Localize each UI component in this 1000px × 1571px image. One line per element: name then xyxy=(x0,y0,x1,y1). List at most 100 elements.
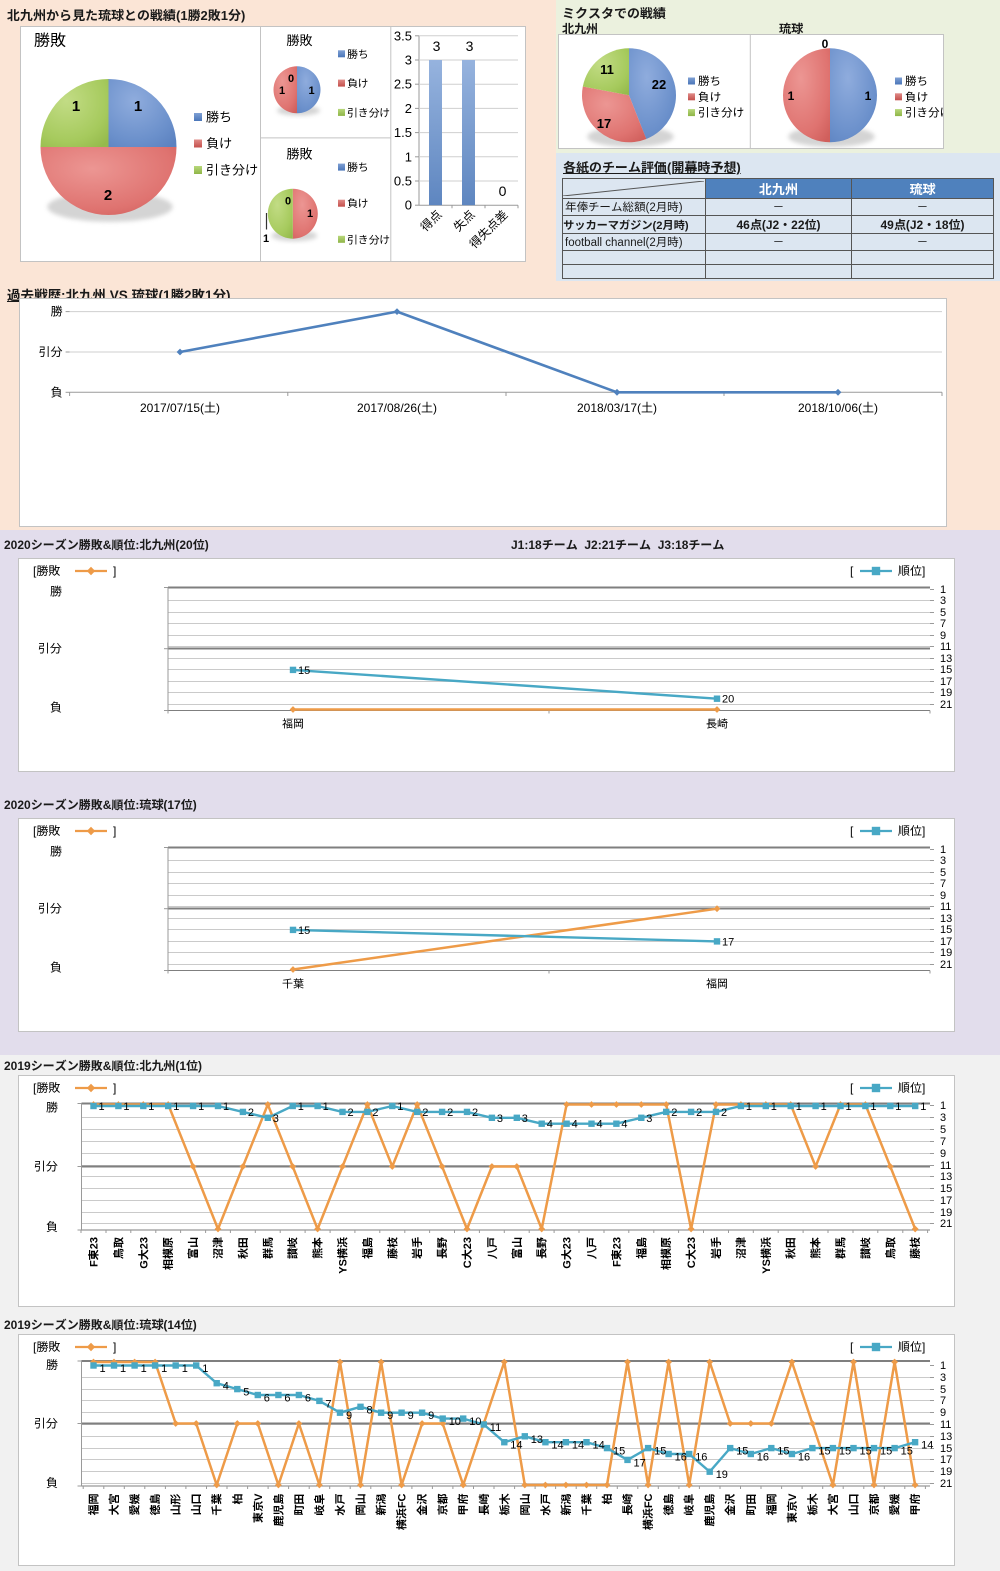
svg-text:1: 1 xyxy=(846,1101,852,1113)
svg-text:1: 1 xyxy=(173,1101,179,1113)
svg-text:勝敗: 勝敗 xyxy=(285,147,312,162)
svg-text:1: 1 xyxy=(746,1101,752,1113)
svg-text:栃木: 栃木 xyxy=(497,1493,511,1516)
svg-text:2: 2 xyxy=(104,187,112,204)
svg-text:G大23: G大23 xyxy=(562,1237,574,1269)
svg-text:6: 6 xyxy=(284,1393,290,1405)
svg-text:京都: 京都 xyxy=(868,1494,881,1516)
svg-text:鹿児島: 鹿児島 xyxy=(272,1494,285,1527)
svg-text:21: 21 xyxy=(940,1478,952,1490)
svg-text:1: 1 xyxy=(865,89,872,103)
svg-text:14: 14 xyxy=(551,1440,563,1452)
svg-text:新潟: 新潟 xyxy=(560,1494,573,1516)
svg-text:1: 1 xyxy=(307,208,313,220)
svg-text:長崎: 長崎 xyxy=(479,1494,491,1516)
svg-text:9: 9 xyxy=(940,630,946,642)
svg-text:C大23: C大23 xyxy=(686,1237,698,1268)
svg-text:順位]: 順位] xyxy=(898,1081,925,1095)
svg-text:0: 0 xyxy=(405,198,412,213)
svg-text:15: 15 xyxy=(901,1446,913,1458)
svg-text:1: 1 xyxy=(397,1101,403,1113)
svg-text:]: ] xyxy=(113,1081,116,1095)
svg-text:京都: 京都 xyxy=(437,1494,450,1516)
svg-text:17: 17 xyxy=(940,676,952,688)
svg-text:千葉: 千葉 xyxy=(581,1493,594,1516)
svg-text:16: 16 xyxy=(798,1452,810,1464)
svg-text:19: 19 xyxy=(940,687,952,699)
svg-text:2017/07/15(土): 2017/07/15(土) xyxy=(140,401,220,415)
svg-text:15: 15 xyxy=(880,1446,892,1458)
svg-text:2: 2 xyxy=(721,1107,727,1119)
svg-text:山口: 山口 xyxy=(191,1494,203,1516)
svg-text:負: 負 xyxy=(51,385,63,399)
svg-text:1: 1 xyxy=(120,1363,126,1375)
svg-text:15: 15 xyxy=(736,1446,748,1458)
svg-text:勝: 勝 xyxy=(46,1101,58,1115)
svg-text:G大23: G大23 xyxy=(138,1237,150,1269)
svg-text:2: 2 xyxy=(696,1107,702,1119)
svg-text:長野: 長野 xyxy=(436,1236,449,1259)
svg-text:2: 2 xyxy=(248,1107,254,1119)
svg-text:勝敗: 勝敗 xyxy=(34,32,66,50)
svg-text:7: 7 xyxy=(940,1395,946,1407)
svg-text:負け: 負け xyxy=(347,198,369,210)
svg-text:19: 19 xyxy=(940,1207,952,1219)
svg-text:引分: 引分 xyxy=(38,642,62,656)
svg-text:4: 4 xyxy=(223,1381,229,1393)
svg-text:水戸: 水戸 xyxy=(335,1494,347,1516)
svg-text:]: ] xyxy=(113,564,116,578)
svg-text:6: 6 xyxy=(305,1393,311,1405)
svg-text:[: [ xyxy=(850,1081,854,1095)
svg-text:5: 5 xyxy=(940,607,946,619)
svg-text:15: 15 xyxy=(940,664,952,676)
svg-text:鹿児島: 鹿児島 xyxy=(704,1494,717,1527)
svg-text:13: 13 xyxy=(940,1431,952,1443)
svg-text:負け: 負け xyxy=(206,136,232,151)
svg-text:岩手: 岩手 xyxy=(711,1237,723,1259)
svg-text:4: 4 xyxy=(621,1119,627,1131)
svg-text:15: 15 xyxy=(298,665,310,677)
svg-text:八戸: 八戸 xyxy=(486,1237,499,1260)
svg-text:3: 3 xyxy=(940,595,946,607)
svg-text:福岡: 福岡 xyxy=(706,979,728,991)
svg-text:1: 1 xyxy=(821,1101,827,1113)
svg-text:11: 11 xyxy=(940,641,951,653)
svg-text:岐阜: 岐阜 xyxy=(683,1494,696,1516)
svg-text:15: 15 xyxy=(940,924,952,936)
svg-text:F東23: F東23 xyxy=(611,1237,623,1267)
svg-text:1: 1 xyxy=(134,98,142,115)
svg-text:F東23: F東23 xyxy=(89,1237,101,1267)
svg-text:1: 1 xyxy=(123,1101,129,1113)
svg-text:引き分け: 引き分け xyxy=(347,107,390,119)
svg-text:15: 15 xyxy=(654,1446,666,1458)
svg-text:3.5: 3.5 xyxy=(394,28,412,43)
svg-text:10: 10 xyxy=(469,1416,481,1428)
svg-text:3: 3 xyxy=(940,1112,946,1124)
svg-text:富山: 富山 xyxy=(512,1237,524,1259)
svg-text:1: 1 xyxy=(895,1101,901,1113)
svg-text:17: 17 xyxy=(722,936,734,948)
svg-text:徳島: 徳島 xyxy=(663,1494,676,1516)
svg-text:相模原: 相模原 xyxy=(661,1237,673,1270)
svg-text:秋田: 秋田 xyxy=(237,1237,250,1259)
svg-text:2.5: 2.5 xyxy=(394,77,412,92)
svg-text:5: 5 xyxy=(243,1387,249,1399)
svg-text:3: 3 xyxy=(522,1113,528,1125)
svg-text:7: 7 xyxy=(325,1398,331,1410)
svg-text:沼津: 沼津 xyxy=(735,1237,748,1259)
svg-text:[勝敗: [勝敗 xyxy=(33,824,60,838)
svg-text:負: 負 xyxy=(50,701,62,715)
svg-text:4: 4 xyxy=(572,1119,578,1131)
svg-text:岡山: 岡山 xyxy=(356,1494,368,1516)
svg-text:秋田: 秋田 xyxy=(785,1237,798,1259)
svg-text:1: 1 xyxy=(263,233,269,245)
svg-text:5: 5 xyxy=(940,867,946,879)
svg-text:1: 1 xyxy=(940,1100,946,1112)
svg-text:順位]: 順位] xyxy=(898,564,925,578)
svg-text:引分: 引分 xyxy=(34,1160,58,1174)
svg-text:17: 17 xyxy=(940,1454,952,1466)
svg-text:1: 1 xyxy=(148,1101,154,1113)
svg-text:[勝敗: [勝敗 xyxy=(33,564,60,578)
svg-text:引分: 引分 xyxy=(38,902,62,916)
svg-text:勝敗: 勝敗 xyxy=(285,33,312,48)
